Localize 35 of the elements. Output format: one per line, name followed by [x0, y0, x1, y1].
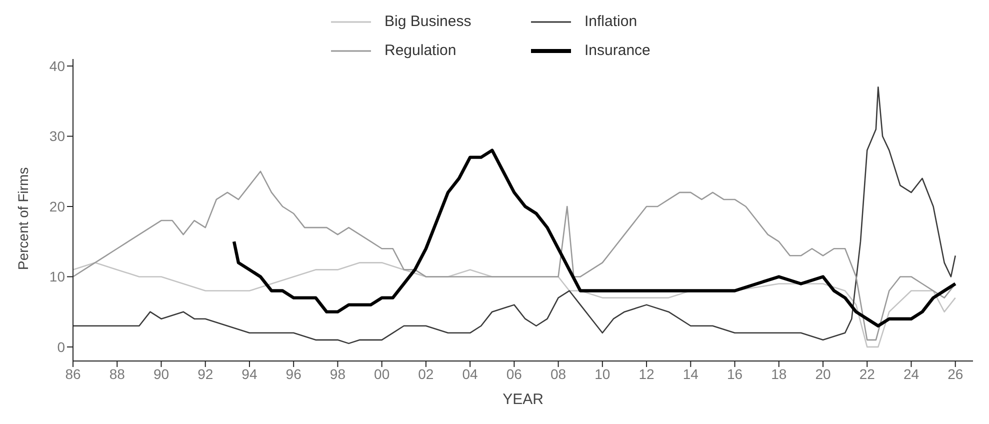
line-series: [73, 170, 956, 341]
line-series: [232, 148, 957, 328]
y-axis-title: Percent of Firms: [14, 167, 31, 270]
x-tick-label: 12: [638, 366, 655, 382]
x-tick-label: 20: [815, 366, 831, 382]
x-tick-label: 16: [726, 366, 743, 382]
x-tick-label: 86: [65, 366, 81, 382]
x-tick-label: 88: [109, 366, 126, 382]
x-tick-label: 96: [286, 366, 302, 382]
x-tick-label: 00: [374, 366, 390, 382]
line-series: [73, 86, 956, 344]
legend-label: Insurance: [584, 42, 650, 59]
x-tick-label: 24: [903, 366, 920, 382]
x-tick-label: 04: [462, 366, 478, 382]
x-tick-label: 94: [242, 366, 258, 382]
x-tick-label: 14: [682, 366, 699, 382]
y-tick-label: 40: [49, 58, 66, 74]
x-axis-title: YEAR: [502, 391, 544, 408]
legend-label: Regulation: [384, 42, 456, 59]
x-tick-label: 08: [550, 366, 566, 382]
x-tick-label: 98: [330, 366, 346, 382]
legend-label: Inflation: [584, 13, 638, 30]
x-tick-label: 22: [859, 366, 876, 382]
x-tick-label: 02: [418, 366, 434, 382]
x-tick-label: 26: [948, 366, 964, 382]
y-tick-label: 0: [57, 338, 66, 355]
legend-label: Big Business: [384, 13, 472, 30]
x-tick-label: 10: [594, 366, 610, 382]
x-tick-label: 90: [153, 366, 170, 382]
x-tick-label: 06: [506, 366, 522, 382]
y-tick-label: 20: [49, 198, 66, 214]
y-tick-label: 10: [49, 268, 66, 285]
y-tick-label: 30: [49, 128, 66, 144]
x-tick-label: 18: [771, 366, 787, 382]
x-tick-label: 92: [198, 366, 214, 382]
